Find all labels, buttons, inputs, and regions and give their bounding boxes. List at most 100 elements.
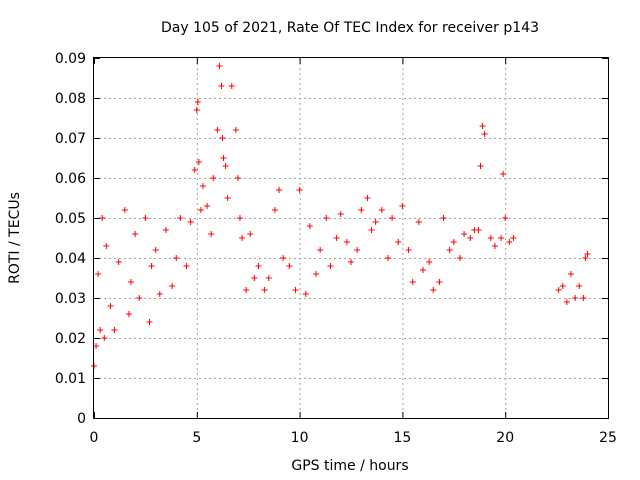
tick-labels: 0 0.01 0.02 0.03 0.04 0.05 0.06 0.07 0.08 0.09 0 5 1… [55, 51, 617, 446]
y-tick-label: 0 [77, 411, 86, 427]
data-point [555, 287, 562, 293]
y-tick-label: 0.02 [55, 331, 86, 347]
data-point [500, 171, 507, 177]
data-point [364, 195, 371, 201]
data-point [430, 287, 437, 293]
x-tick-label: 15 [393, 430, 411, 446]
grid-lines [94, 58, 608, 418]
data-point [199, 183, 206, 189]
x-tick-label: 25 [599, 430, 617, 446]
data-point [111, 327, 118, 333]
data-point [440, 215, 447, 221]
data-point [169, 283, 176, 289]
x-tick-label: 10 [291, 430, 309, 446]
data-point [125, 311, 132, 317]
data-point [327, 263, 334, 269]
data-point [183, 263, 190, 269]
data-point [567, 271, 574, 277]
y-tick-label: 0.01 [55, 371, 86, 387]
data-point [115, 259, 122, 265]
data-point [218, 83, 225, 89]
data-point [419, 267, 426, 273]
data-point [313, 271, 320, 277]
data-point [296, 187, 303, 193]
data-point [582, 255, 589, 261]
data-point [426, 259, 433, 265]
data-point [208, 231, 215, 237]
data-point [251, 275, 258, 281]
data-point [93, 343, 100, 349]
data-point [354, 247, 361, 253]
y-tick-label: 0.08 [55, 91, 86, 107]
data-point [378, 207, 385, 213]
data-point [162, 227, 169, 233]
y-tick-label: 0.07 [55, 131, 86, 147]
data-point [450, 239, 457, 245]
data-point [271, 207, 278, 213]
data-point [348, 259, 354, 265]
data-point [323, 215, 330, 221]
y-tick-label: 0.04 [55, 251, 86, 267]
data-point [572, 295, 579, 301]
x-axis-label: GPS time / hours [291, 458, 408, 474]
data-point [255, 263, 262, 269]
data-point [467, 235, 474, 241]
data-point [97, 327, 104, 333]
data-point [173, 255, 180, 261]
axis-ticks [94, 58, 609, 419]
y-axis-label: ROTI / TECUs [7, 192, 23, 284]
data-point [446, 247, 453, 253]
data-point [491, 243, 498, 249]
data-point [481, 131, 488, 137]
data-point [385, 255, 392, 261]
data-point [261, 287, 268, 293]
data-point [276, 187, 283, 193]
data-point [475, 227, 482, 233]
data-point [302, 291, 309, 297]
data-point [214, 127, 221, 133]
y-tick-label: 0.03 [55, 291, 86, 307]
data-point [232, 127, 239, 133]
data-point [177, 215, 184, 221]
data-point [236, 215, 243, 221]
data-point [152, 247, 159, 253]
data-point [461, 231, 468, 237]
data-point [136, 295, 143, 301]
data-point [132, 231, 139, 237]
data-point [343, 239, 350, 245]
data-point [576, 283, 583, 289]
data-point [146, 319, 153, 325]
data-point [389, 215, 396, 221]
data-point [337, 211, 344, 217]
data-point [563, 299, 570, 305]
data-point [156, 291, 163, 297]
x-tick-label: 5 [192, 430, 201, 446]
data-point [487, 235, 494, 241]
data-point [204, 203, 211, 209]
data-point [210, 175, 217, 181]
data-points [91, 63, 591, 369]
data-point [193, 107, 200, 113]
data-point [239, 235, 246, 241]
data-point [148, 263, 155, 269]
data-point [128, 279, 135, 285]
y-tick-label: 0.06 [55, 171, 86, 187]
chart-title: Day 105 of 2021, Rate Of TEC Index for r… [161, 20, 539, 36]
data-point [580, 295, 587, 301]
data-point [292, 287, 299, 293]
data-point [358, 207, 365, 213]
y-tick-label: 0.05 [55, 211, 86, 227]
data-point [559, 283, 566, 289]
data-point [265, 275, 272, 281]
data-point [224, 195, 231, 201]
data-point [372, 219, 379, 225]
data-point [195, 159, 202, 165]
data-point [219, 135, 226, 141]
data-point [456, 255, 463, 261]
data-point [286, 263, 293, 269]
data-point [95, 271, 102, 277]
data-point [107, 303, 114, 309]
data-point [191, 167, 198, 173]
data-point [415, 219, 422, 225]
